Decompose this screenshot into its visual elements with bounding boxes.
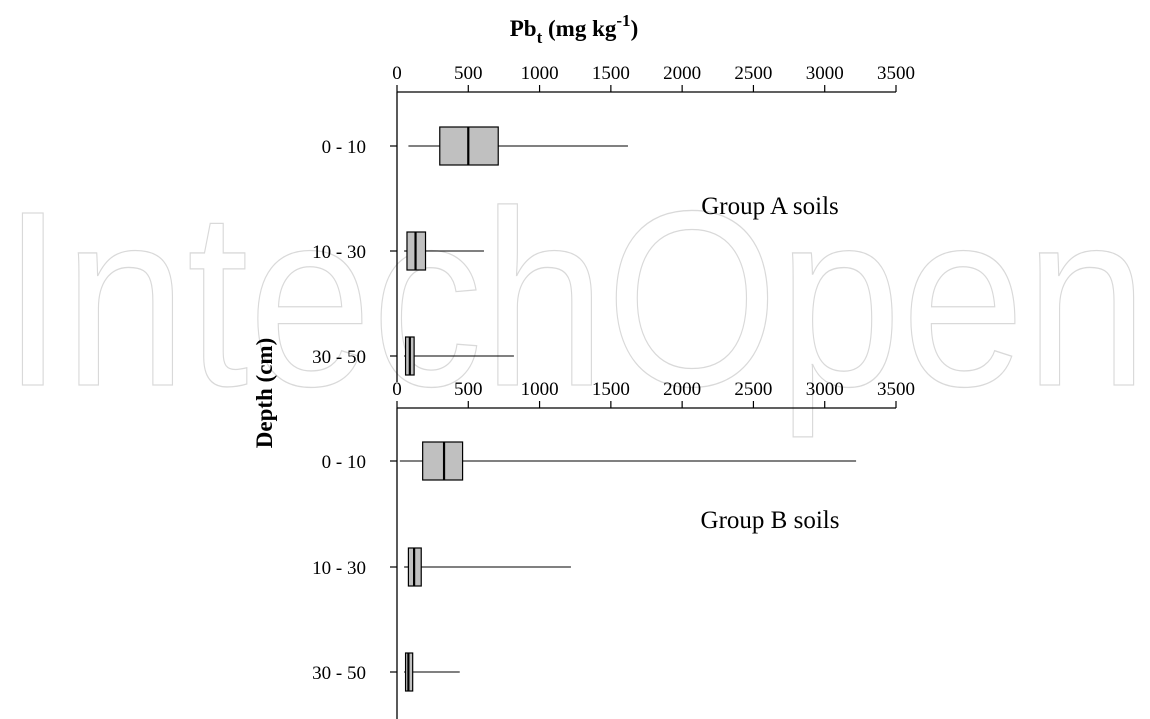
x-tick-label: 0	[392, 63, 402, 84]
x-tick-label: 3000	[806, 63, 844, 84]
depth-label: 10 - 30	[312, 242, 366, 263]
depth-label: 30 - 50	[312, 663, 366, 684]
depth-label: 0 - 10	[322, 452, 366, 473]
x-tick-label: 2500	[734, 379, 772, 400]
x-tick-label: 500	[454, 63, 483, 84]
x-tick-label: 1500	[592, 379, 630, 400]
x-tick-label: 2000	[663, 379, 701, 400]
x-axis-title: Pbt (mg kg-1)	[510, 11, 638, 47]
depth-label: 30 - 50	[312, 347, 366, 368]
x-tick-label: 3500	[877, 63, 915, 84]
panel-title: Group B soils	[701, 507, 840, 534]
x-tick-label: 3500	[877, 379, 915, 400]
x-tick-label: 2000	[663, 63, 701, 84]
x-tick-label: 1500	[592, 63, 630, 84]
x-tick-label: 1000	[521, 379, 559, 400]
x-tick-label: 2500	[734, 63, 772, 84]
panel-title: Group A soils	[701, 193, 839, 220]
x-tick-label: 500	[454, 379, 483, 400]
depth-label: 10 - 30	[312, 558, 366, 579]
panel-1: 0 500 1000 1500 2000 2500 3000 3500 Group A soil…	[312, 63, 915, 382]
x-tick-label: 0	[392, 379, 402, 400]
watermark-text: IntechOpen	[2, 159, 1148, 438]
y-axis-title: Depth (cm)	[252, 338, 277, 449]
depth-label: 0 - 10	[322, 137, 366, 158]
x-tick-label: 3000	[806, 379, 844, 400]
panels-group: 0 500 1000 1500 2000 2500 3000 3500 Group A soil…	[312, 63, 915, 719]
x-tick-label: 1000	[521, 63, 559, 84]
box	[422, 441, 464, 481]
panel-2: 0 500 1000 1500 2000 2500 3000 3500 Group B soil…	[312, 379, 915, 719]
